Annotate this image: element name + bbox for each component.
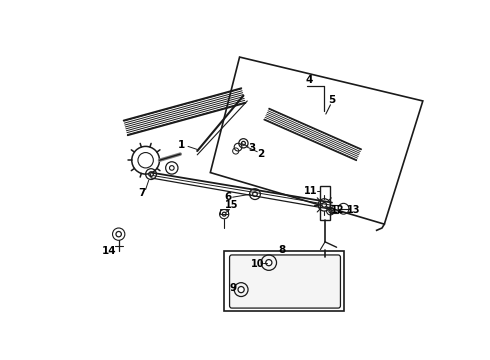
Text: 3: 3 [248, 143, 255, 153]
Bar [319, 186, 330, 220]
Circle shape [322, 203, 327, 207]
Text: 9: 9 [230, 283, 237, 293]
Circle shape [238, 287, 244, 293]
Text: 6: 6 [224, 192, 232, 202]
Text: 4: 4 [305, 75, 313, 85]
Circle shape [222, 212, 226, 216]
Text: 2: 2 [258, 149, 265, 159]
Text: 15: 15 [225, 200, 239, 210]
Text: 1: 1 [178, 140, 185, 150]
Text: 10: 10 [250, 259, 264, 269]
FancyBboxPatch shape [229, 255, 341, 308]
Circle shape [253, 192, 257, 197]
Text: 11: 11 [304, 186, 318, 196]
Circle shape [170, 166, 174, 170]
Circle shape [138, 153, 153, 168]
Text: 12: 12 [331, 205, 344, 215]
Text: 8: 8 [278, 244, 286, 255]
Text: 14: 14 [101, 246, 116, 256]
Circle shape [329, 210, 332, 213]
Text: 13: 13 [347, 205, 360, 215]
Bar [330, 205, 338, 213]
Circle shape [242, 141, 245, 145]
Text: 5: 5 [328, 95, 336, 105]
Circle shape [266, 260, 272, 266]
Circle shape [149, 172, 153, 176]
Bar [220, 209, 228, 214]
Text: 7: 7 [138, 188, 146, 198]
Circle shape [132, 147, 160, 174]
Circle shape [116, 231, 122, 237]
Bar [224, 251, 343, 311]
